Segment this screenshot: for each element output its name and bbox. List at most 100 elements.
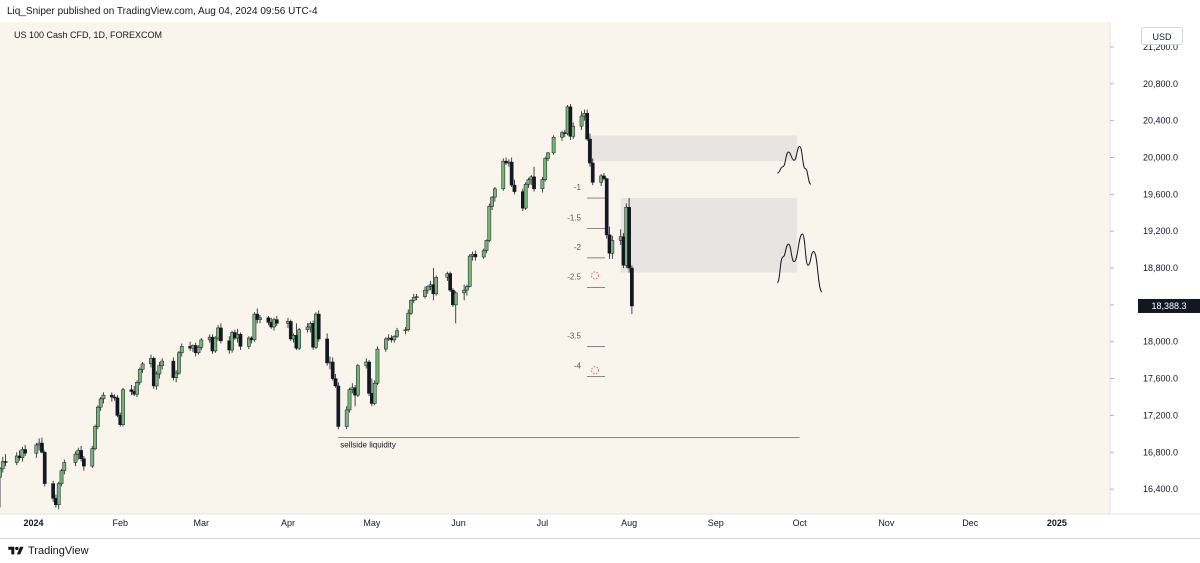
time-tick-label: 2024 bbox=[24, 518, 44, 528]
candle bbox=[512, 179, 517, 195]
candle-body bbox=[543, 158, 548, 180]
candle-body bbox=[627, 206, 631, 269]
candle bbox=[154, 371, 159, 390]
candle-body bbox=[255, 313, 260, 320]
candle bbox=[484, 239, 489, 254]
candle bbox=[509, 157, 514, 187]
candle-body bbox=[151, 358, 156, 387]
candle-body bbox=[551, 136, 556, 154]
candle bbox=[571, 122, 576, 140]
fib-target-marker bbox=[591, 271, 599, 280]
candle-body bbox=[154, 373, 159, 387]
candle-body bbox=[392, 335, 397, 341]
candle bbox=[325, 333, 329, 366]
candle-body bbox=[246, 337, 251, 347]
candle bbox=[448, 271, 453, 292]
candle-body bbox=[546, 152, 550, 159]
candle-body bbox=[238, 334, 243, 347]
price-tick-label: 19,600.0 bbox=[1143, 189, 1178, 199]
fib-level-label: -3.5 bbox=[567, 331, 581, 340]
candle bbox=[551, 135, 556, 155]
candle-body bbox=[560, 132, 564, 138]
candle-body bbox=[316, 313, 321, 340]
candlestick-chart[interactable]: 21,200.0 20,800.0 20,400.0 20,000.0 19,600.0… bbox=[0, 22, 1200, 538]
candle bbox=[568, 104, 573, 140]
candle bbox=[367, 360, 371, 397]
candle bbox=[171, 357, 176, 381]
candle-body bbox=[409, 300, 413, 314]
candle-body bbox=[481, 250, 486, 258]
candle bbox=[585, 109, 590, 141]
candle-body bbox=[3, 461, 8, 463]
candle bbox=[238, 332, 243, 351]
candle-body bbox=[109, 394, 114, 398]
candle bbox=[174, 370, 178, 383]
candle bbox=[112, 394, 117, 401]
candle bbox=[579, 111, 584, 130]
candle-body bbox=[473, 253, 478, 258]
price-tick-label: 21,200.0 bbox=[1143, 42, 1178, 52]
candle-body bbox=[571, 125, 576, 137]
time-tick-label: Dec bbox=[962, 518, 979, 528]
candle bbox=[330, 357, 335, 381]
candle bbox=[0, 467, 2, 508]
candle-body bbox=[336, 385, 341, 427]
candle-body bbox=[414, 296, 419, 298]
candle bbox=[219, 323, 223, 344]
projection-path bbox=[776, 233, 823, 293]
candle-body bbox=[602, 175, 606, 179]
candle-body bbox=[62, 462, 67, 471]
candle-body bbox=[51, 483, 55, 499]
candle bbox=[501, 158, 506, 191]
candle bbox=[473, 250, 478, 261]
candle bbox=[79, 445, 83, 462]
candle bbox=[93, 424, 97, 451]
fib-level-label: -1.5 bbox=[567, 213, 581, 222]
candle-body bbox=[590, 162, 595, 183]
candle bbox=[246, 336, 251, 350]
candle bbox=[540, 176, 545, 193]
candle-body bbox=[34, 444, 39, 454]
candle bbox=[305, 323, 310, 333]
candle-body bbox=[73, 453, 78, 463]
candle bbox=[610, 235, 615, 259]
currency-button[interactable]: USD bbox=[1141, 27, 1183, 45]
candle-body bbox=[82, 458, 86, 467]
time-tick-label: Nov bbox=[878, 518, 895, 528]
candle-body bbox=[135, 382, 139, 395]
candle-body bbox=[501, 160, 506, 190]
candle bbox=[129, 385, 134, 396]
candle bbox=[560, 130, 564, 141]
candle-body bbox=[532, 176, 536, 190]
candle-body bbox=[305, 326, 310, 331]
candle-body bbox=[0, 468, 2, 478]
candle-body bbox=[490, 196, 494, 207]
candle bbox=[411, 293, 416, 304]
candle bbox=[213, 336, 218, 353]
candle bbox=[423, 286, 427, 299]
candle-body bbox=[129, 389, 134, 392]
candle-body bbox=[493, 188, 497, 198]
candle-body bbox=[96, 406, 100, 427]
candle-body bbox=[98, 398, 103, 408]
time-tick-label: Oct bbox=[793, 518, 808, 528]
candle bbox=[347, 387, 352, 413]
candle-body bbox=[93, 426, 97, 449]
candle bbox=[73, 451, 78, 467]
candle bbox=[487, 203, 492, 243]
candle-body bbox=[112, 396, 117, 399]
candle-body bbox=[395, 330, 399, 337]
candle-body bbox=[383, 338, 388, 350]
footer-brand: TradingView bbox=[28, 545, 89, 557]
time-tick-label: Sep bbox=[708, 518, 724, 528]
candle-body bbox=[372, 382, 377, 404]
candle bbox=[0, 456, 5, 473]
candle bbox=[481, 248, 486, 259]
candle bbox=[333, 373, 338, 388]
candle-body bbox=[177, 352, 181, 374]
candle bbox=[604, 177, 609, 239]
candle bbox=[51, 480, 55, 503]
candle bbox=[344, 406, 349, 430]
candle-body bbox=[213, 337, 218, 352]
candle-body bbox=[137, 369, 142, 383]
